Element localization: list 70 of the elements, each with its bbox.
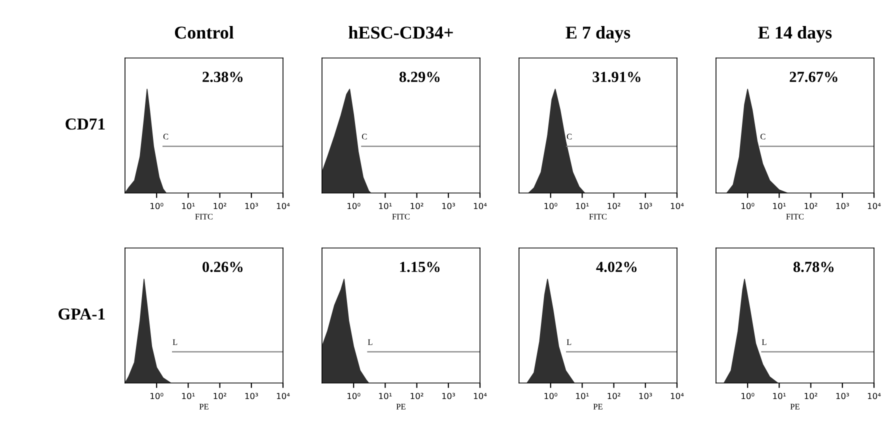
x-tick-label: 10² [410,392,424,400]
y-axis-title: CD71 [66,118,105,130]
text: 8.29% [399,72,440,82]
x-tick-label: 10⁴ [670,202,684,210]
x-tick-label: 10³ [245,392,258,400]
x-tick-label: 10⁰ [150,392,164,400]
chart-title: E 14 days [758,26,832,42]
x-tick-label: 10³ [442,392,455,400]
x-tick-label: 10¹ [182,392,195,400]
annotation: L [368,339,372,345]
chart-title: hESC-CD34+ [348,26,453,39]
x-tick-label: 10⁴ [868,392,881,400]
x-tick-label: 10³ [639,202,652,210]
x-tick-label: 10¹ [773,392,786,400]
chart-title: Control [174,26,234,39]
x-axis-title: PE [790,404,800,410]
x-tick-label: 10⁴ [276,202,290,210]
annotation: C [362,134,367,140]
x-tick-label: 10⁰ [742,202,754,210]
x-tick-label: 10³ [836,202,849,210]
x-tick-label: 10¹ [576,392,589,400]
annotation: L [566,339,572,345]
annotation: C [163,134,168,140]
chart-title: E 7 days [566,26,630,42]
x-axis-title: PE [396,404,406,410]
x-axis-title: FITC [392,214,410,220]
x-tick-label: 10⁴ [276,392,290,400]
x-tick-label: 10³ [442,202,455,210]
x-tick-label: 10⁴ [474,392,487,400]
text: 2.38% [202,72,243,82]
x-tick-label: 10² [608,202,620,210]
x-tick-label: 10¹ [379,202,392,210]
x-tick-label: 10⁰ [348,202,360,210]
text: 8.78% [793,262,834,272]
x-axis-title: PE [199,404,208,410]
x-tick-label: 10⁴ [474,202,487,210]
text: 1.15% [400,262,440,272]
x-tick-label: 10¹ [379,392,392,400]
x-axis-title: FITC [589,214,607,220]
x-tick-label: 10² [804,392,818,400]
x-axis-title: PE [593,404,602,410]
annotation: C [566,134,572,140]
x-tick-label: 10⁴ [670,392,684,400]
x-tick-label: 10² [608,392,620,400]
x-tick-label: 10⁰ [544,202,558,210]
x-tick-label: 10⁰ [150,202,164,210]
annotation: L [172,339,178,345]
annotation: C [760,134,766,140]
text: 31.91% [592,72,640,82]
x-tick-label: 10² [410,202,424,210]
text: 27.67% [790,72,838,82]
x-tick-label: 10⁰ [348,392,360,400]
text: 4.02% [596,262,637,272]
x-tick-label: 10⁰ [544,392,558,400]
x-axis-title: FITC [195,214,213,220]
x-tick-label: 10² [804,202,818,210]
x-tick-label: 10¹ [576,202,589,210]
text: 0.26% [202,262,243,272]
annotation: L [762,339,766,345]
x-tick-label: 10³ [245,202,258,210]
x-tick-label: 10¹ [182,202,195,210]
x-tick-label: 10⁰ [742,392,754,400]
x-tick-label: 10⁴ [868,202,881,210]
x-tick-label: 10³ [639,392,652,400]
x-tick-label: 10² [214,392,226,400]
x-tick-label: 10² [214,202,226,210]
x-tick-label: 10¹ [773,202,786,210]
x-tick-label: 10³ [836,392,849,400]
x-axis-title: FITC [786,214,804,220]
y-axis-title: GPA-1 [58,308,105,320]
